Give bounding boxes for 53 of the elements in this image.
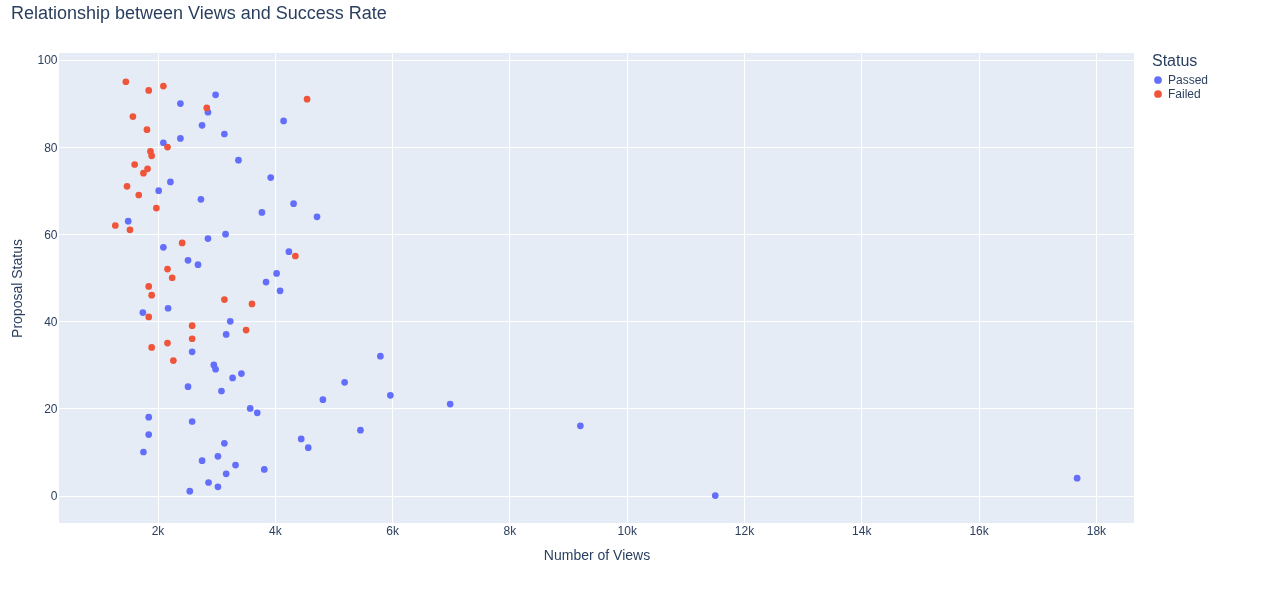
chart-title: Relationship between Views and Success Rate	[10, 3, 387, 23]
x-tick-label: 18k	[1086, 523, 1108, 538]
point	[131, 161, 139, 168]
point	[111, 222, 119, 229]
point	[126, 226, 134, 234]
point	[148, 152, 156, 160]
point	[188, 322, 196, 330]
x-tick-label: 4k	[268, 523, 283, 538]
x-tick-label: 8k	[503, 523, 518, 538]
point	[153, 204, 160, 212]
x-axis-title: Number of Views	[543, 546, 651, 563]
point	[140, 169, 147, 177]
y-axis-title: Proposal Status	[9, 239, 26, 338]
y-tick-label: 0	[50, 489, 58, 504]
point	[164, 265, 171, 273]
point	[168, 274, 176, 282]
y-tick-label: 20	[44, 401, 58, 416]
point	[164, 143, 171, 151]
x-tick-label: 14k	[852, 523, 873, 538]
legend-label: Failed	[1168, 87, 1201, 101]
point	[145, 87, 153, 94]
point	[135, 191, 143, 199]
y-tick-label: 100	[37, 53, 58, 68]
point	[242, 326, 250, 334]
point	[170, 357, 177, 364]
point	[148, 344, 156, 351]
point	[129, 113, 137, 120]
point	[178, 239, 186, 247]
point	[145, 283, 153, 290]
point	[221, 296, 228, 303]
point	[188, 335, 196, 343]
point	[303, 95, 311, 103]
point	[248, 300, 256, 308]
y-tick-label: 40	[44, 314, 58, 329]
point	[144, 165, 151, 173]
y-tick-label: 60	[44, 227, 58, 242]
point	[203, 104, 211, 112]
legend-label: Passed	[1168, 73, 1209, 87]
point	[160, 82, 167, 90]
x-tick-label: 6k	[386, 523, 400, 538]
x-tick-label: 12k	[734, 523, 756, 538]
point	[164, 339, 171, 347]
point	[148, 291, 156, 299]
point	[122, 78, 130, 86]
x-tick-label: 10k	[617, 523, 638, 538]
x-tick-label: 2k	[151, 523, 166, 538]
y-tick-label: 80	[44, 140, 58, 155]
x-tick-label: 16k	[969, 523, 990, 538]
legend-title: Status	[1152, 52, 1198, 69]
point	[123, 182, 131, 190]
point	[143, 126, 151, 134]
point	[145, 313, 153, 321]
point	[291, 252, 299, 260]
